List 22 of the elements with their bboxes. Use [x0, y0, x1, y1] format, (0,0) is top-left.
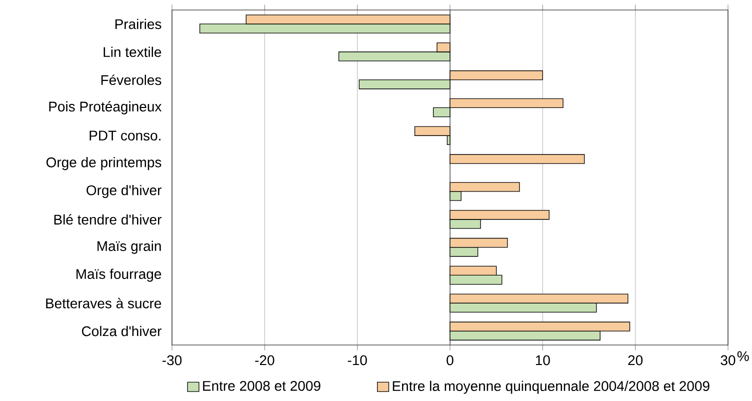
y-tick-label: Maïs fourrage	[76, 268, 162, 282]
legend-label: Entre 2008 et 2009	[203, 380, 320, 391]
y-tick-label: Blé tendre d'hiver	[54, 214, 162, 225]
y-tick-label: Betteraves à sucre	[46, 298, 162, 308]
y-tick-label: PDT conso.	[90, 130, 160, 141]
y-tick-label: Prairies	[115, 18, 162, 30]
x-tick-label: 10	[536, 355, 550, 366]
y-tick-label: Maïs grain	[98, 240, 161, 254]
y-tick-label: Pois Protéagineux	[49, 101, 162, 114]
y-tick-label: Orge d'hiver	[86, 184, 162, 198]
x-tick-label: 30	[720, 355, 736, 366]
x-tick-label: -30	[162, 355, 182, 366]
y-tick-label: Lin textile	[104, 46, 162, 58]
y-tick-label: Féveroles	[101, 74, 162, 86]
x-tick-label: -10	[348, 355, 367, 366]
legend-label: Entre la moyenne quinquennale 2004/2008 et 2009	[392, 380, 710, 394]
y-tick-label: Colza d'hiver	[82, 326, 162, 336]
x-tick-label: 20	[628, 355, 643, 366]
x-axis-title: %	[737, 351, 749, 362]
y-tick-label: Orge de printemps	[46, 157, 162, 170]
x-tick-label: -20	[255, 355, 274, 366]
x-tick-label: 0	[446, 355, 454, 366]
